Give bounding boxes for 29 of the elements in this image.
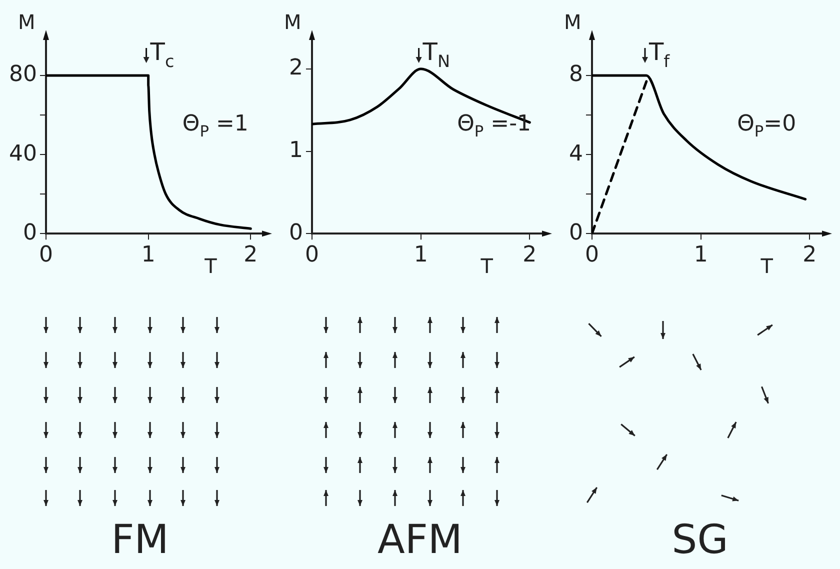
line-series — [46, 74, 252, 230]
x-tick-label: 0 — [38, 242, 53, 268]
x-tick-label: 0 — [584, 242, 599, 268]
y-tick-label: 2 — [288, 56, 303, 81]
text: SG — [670, 517, 730, 563]
y-tick-label: 8 — [568, 62, 583, 88]
x-axis-title: T — [204, 254, 218, 278]
y-axis-title: M — [564, 10, 582, 34]
text: AFM — [376, 517, 464, 563]
y-tick-label: 1 — [288, 138, 303, 163]
line-series — [592, 74, 807, 200]
x-tick-label: 1 — [694, 242, 708, 268]
x-axis-title: T — [480, 254, 494, 278]
x-tick-label: 1 — [414, 242, 428, 268]
y-tick-label: 40 — [8, 141, 37, 166]
y-axis-title: M — [284, 10, 302, 34]
x-tick-label: 2 — [244, 242, 258, 268]
y-tick-label: 0 — [568, 220, 583, 246]
x-tick-label: 2 — [802, 242, 817, 268]
x-axis-title: T — [760, 254, 774, 278]
y-tick-label: 0 — [22, 220, 37, 246]
y-tick-label: 80 — [8, 62, 37, 88]
y-axis-title: M — [18, 10, 36, 34]
text: FM — [110, 517, 170, 563]
x-tick-label: 1 — [141, 242, 156, 268]
x-tick-label: 2 — [522, 242, 537, 268]
x-tick-label: 0 — [304, 242, 319, 268]
y-tick-label: 4 — [568, 141, 583, 166]
y-tick-label: 0 — [288, 220, 303, 246]
